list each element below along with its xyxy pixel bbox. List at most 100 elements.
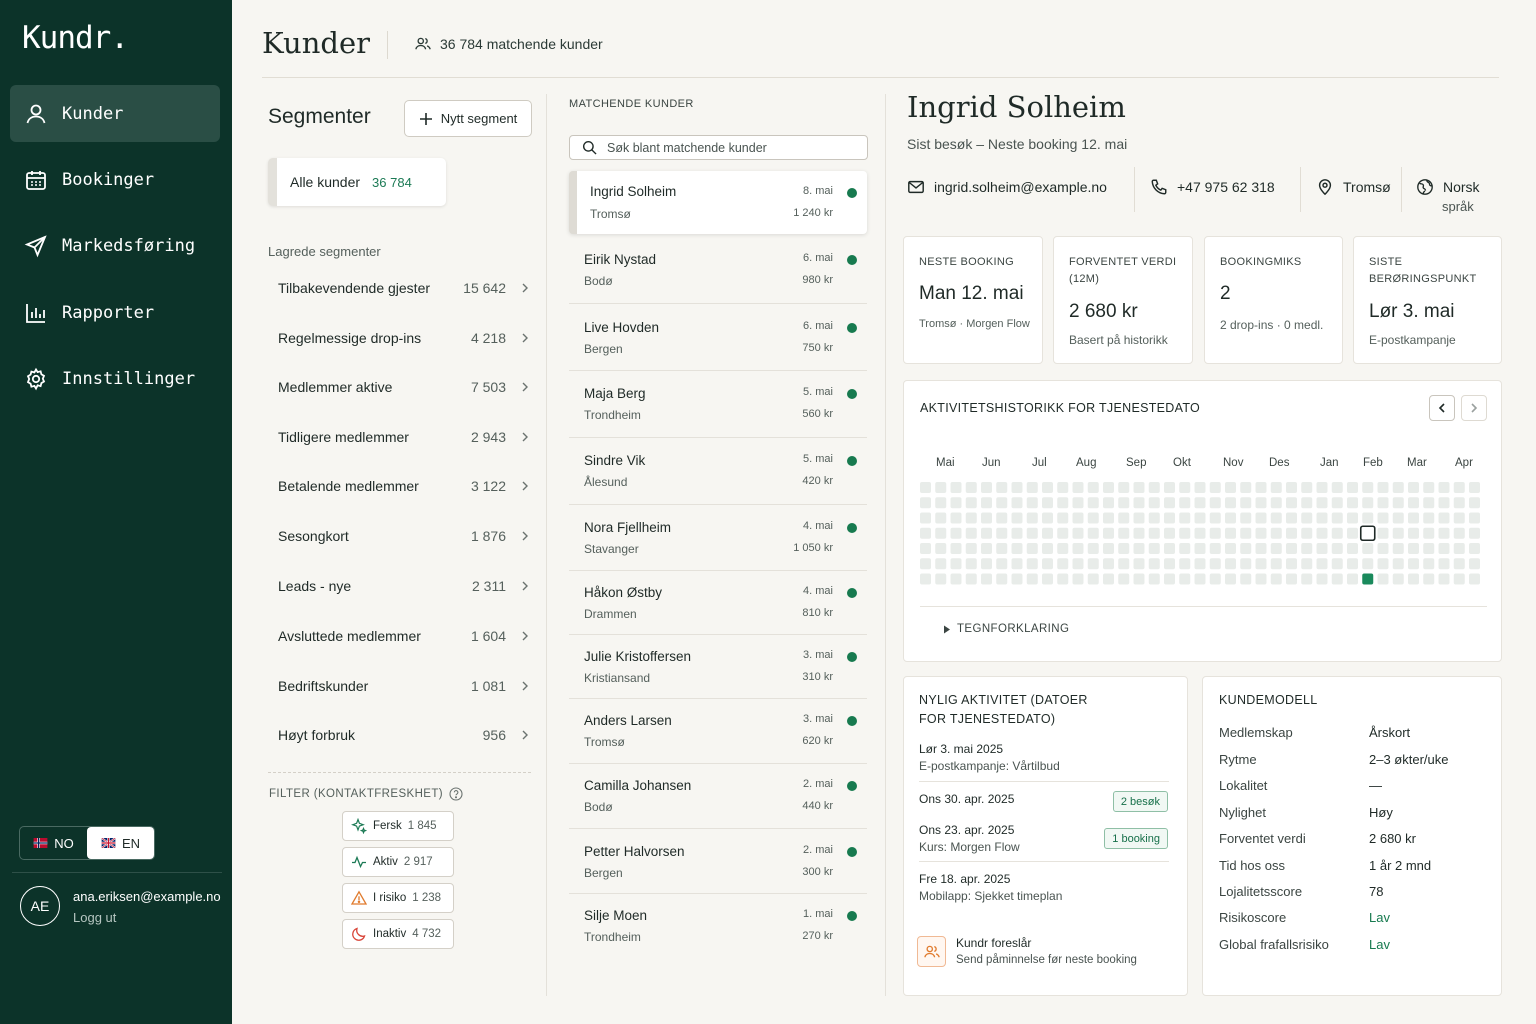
heatmap-cell[interactable]	[965, 543, 977, 554]
heatmap-cell[interactable]	[1072, 527, 1084, 539]
heatmap-cell[interactable]	[1453, 573, 1465, 585]
heatmap-cell[interactable]	[1179, 512, 1191, 524]
heatmap-cell[interactable]	[1209, 573, 1221, 585]
heatmap-cell[interactable]	[981, 573, 992, 585]
heatmap-cell[interactable]	[1255, 543, 1267, 554]
heatmap-cell[interactable]	[1164, 558, 1175, 570]
heatmap-cell[interactable]	[1316, 543, 1328, 554]
heatmap-cell[interactable]	[1225, 482, 1236, 493]
heatmap-cell[interactable]	[981, 482, 992, 493]
heatmap-cell[interactable]	[1026, 558, 1038, 570]
filter-fersk[interactable]: Fersk 1 845	[342, 811, 454, 841]
heatmap-cell[interactable]	[1103, 527, 1114, 539]
heatmap-cell[interactable]	[1377, 543, 1389, 554]
filter-aktiv[interactable]: Aktiv 2 917	[342, 847, 454, 877]
heatmap-cell[interactable]	[1377, 497, 1389, 509]
heatmap-cell[interactable]	[1164, 497, 1175, 509]
heatmap-cell[interactable]	[1301, 497, 1313, 509]
heatmap-cell[interactable]	[1438, 543, 1450, 554]
heatmap-cell[interactable]	[1225, 543, 1236, 554]
heatmap-cell[interactable]	[1133, 497, 1145, 509]
heatmap-cell[interactable]	[1026, 573, 1038, 585]
heatmap-cell[interactable]	[1148, 573, 1160, 585]
contact-email[interactable]: ingrid.solheim@example.no	[907, 178, 1107, 196]
heatmap-cell[interactable]	[1164, 512, 1175, 524]
heatmap-cell[interactable]	[1133, 527, 1145, 539]
heatmap-cell[interactable]	[1316, 573, 1328, 585]
heatmap-cell[interactable]	[1362, 558, 1374, 570]
heatmap-cell[interactable]	[920, 482, 931, 493]
nav-item-innstillinger[interactable]: Innstillinger	[10, 350, 220, 407]
heatmap-cell[interactable]	[1286, 527, 1297, 539]
avatar[interactable]: AE	[20, 886, 60, 926]
heatmap-cell[interactable]	[1469, 497, 1480, 509]
heatmap-cell[interactable]	[1347, 543, 1358, 554]
heatmap-cell[interactable]	[1453, 512, 1465, 524]
heatmap-cell[interactable]	[1286, 543, 1297, 554]
heatmap-cell[interactable]	[950, 512, 962, 524]
heatmap-cell[interactable]	[1240, 512, 1252, 524]
segment-item[interactable]: Tidligere medlemmer 2 943	[278, 429, 530, 445]
heatmap-cell[interactable]	[981, 558, 992, 570]
heatmap-cell[interactable]	[996, 543, 1008, 554]
customer-row[interactable]: Nora Fjellheim Stavanger 4. mai 1 050 kr	[569, 506, 867, 569]
heatmap-cell[interactable]	[1011, 558, 1023, 570]
heatmap-cell[interactable]	[1118, 497, 1130, 509]
heatmap-cell[interactable]	[1179, 573, 1191, 585]
heatmap-cell[interactable]	[1301, 527, 1313, 539]
heatmap-cell[interactable]	[1057, 497, 1069, 509]
heatmap-cell[interactable]	[920, 497, 931, 509]
heatmap-cell[interactable]	[920, 543, 931, 554]
heatmap-cell[interactable]	[1270, 543, 1282, 554]
heatmap-cell[interactable]	[1316, 512, 1328, 524]
heatmap-cell[interactable]	[1392, 482, 1404, 493]
heatmap-cell[interactable]	[950, 543, 962, 554]
heatmap-cell[interactable]	[1469, 482, 1480, 493]
heatmap-cell[interactable]	[1011, 527, 1023, 539]
nav-item-kunder[interactable]: Kunder	[10, 85, 220, 142]
heatmap-cell[interactable]	[1133, 512, 1145, 524]
segment-item[interactable]: Medlemmer aktive 7 503	[278, 379, 530, 395]
heatmap-cell[interactable]	[1423, 558, 1435, 570]
heatmap-cell[interactable]	[1042, 527, 1053, 539]
heatmap-cell[interactable]	[935, 482, 947, 493]
heatmap-cell[interactable]	[1347, 512, 1358, 524]
heatmap-cell[interactable]	[965, 527, 977, 539]
heatmap-cell[interactable]	[1087, 543, 1099, 554]
heatmap-cell[interactable]	[1194, 543, 1206, 554]
heatmap-cell[interactable]	[1103, 512, 1114, 524]
heatmap-cell[interactable]	[1408, 543, 1419, 554]
heatmap-cell[interactable]	[1347, 558, 1358, 570]
heatmap-cell[interactable]	[1087, 482, 1099, 493]
new-segment-button[interactable]: Nytt segment	[404, 100, 532, 137]
heatmap-cell[interactable]	[1270, 573, 1282, 585]
heatmap-cell[interactable]	[1392, 543, 1404, 554]
heatmap-cell[interactable]	[935, 573, 947, 585]
heatmap-cell[interactable]	[1179, 543, 1191, 554]
heatmap-cell[interactable]	[1148, 512, 1160, 524]
lang-no-button[interactable]: NO	[20, 827, 87, 859]
heatmap-cell[interactable]	[1301, 573, 1313, 585]
heatmap-cell[interactable]	[1164, 543, 1175, 554]
heatmap-cell[interactable]	[950, 558, 962, 570]
heatmap-cell[interactable]	[1331, 497, 1343, 509]
heatmap-cell[interactable]	[1362, 512, 1374, 524]
heatmap-cell[interactable]	[935, 497, 947, 509]
heatmap-cell[interactable]	[1209, 482, 1221, 493]
heatmap-cell[interactable]	[1438, 512, 1450, 524]
heatmap-cell[interactable]	[1164, 573, 1175, 585]
heatmap-cell[interactable]	[1453, 497, 1465, 509]
nav-item-rapporter[interactable]: Rapporter	[10, 284, 220, 341]
heatmap-cell[interactable]	[1133, 543, 1145, 554]
heatmap-cell[interactable]	[1026, 543, 1038, 554]
heatmap-cell[interactable]	[1423, 512, 1435, 524]
customer-row[interactable]: Eirik Nystad Bodø 6. mai 980 kr	[569, 238, 867, 301]
heatmap-cell[interactable]	[1118, 543, 1130, 554]
heatmap-cell[interactable]	[1438, 497, 1450, 509]
heatmap-cell[interactable]	[1301, 512, 1313, 524]
heatmap-cell[interactable]	[1026, 527, 1038, 539]
heatmap-cell[interactable]	[1286, 512, 1297, 524]
segment-item[interactable]: Sesongkort 1 876	[278, 528, 530, 544]
heatmap-cell[interactable]	[1270, 512, 1282, 524]
heatmap-cell[interactable]	[920, 558, 931, 570]
